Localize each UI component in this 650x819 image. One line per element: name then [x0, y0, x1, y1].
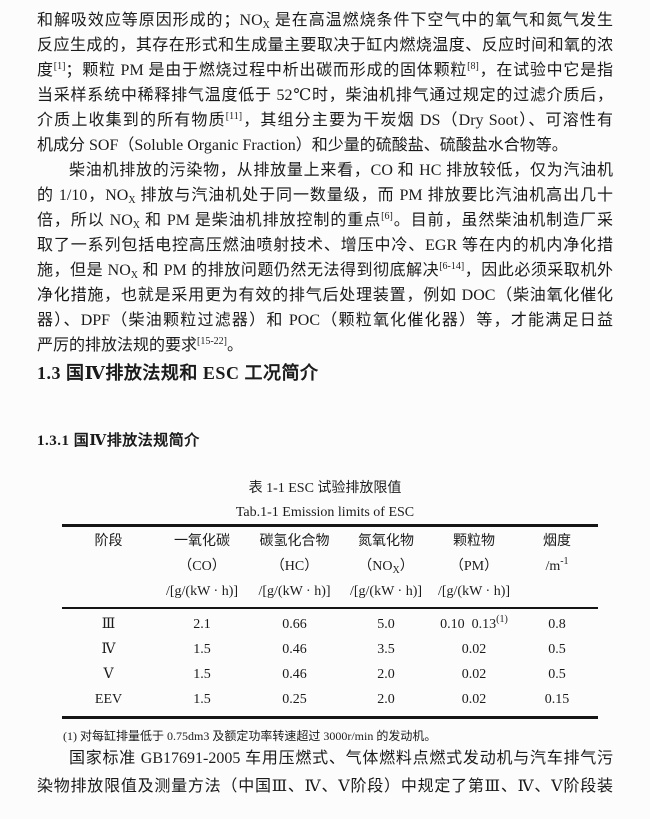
subscript: X: [262, 20, 270, 31]
table-row: Ⅴ 1.5 0.46 2.0 0.02 0.5: [62, 662, 598, 687]
text-line: 净化措施，也就是采用更为有效的排气后处理装置，例如 DOC（柴油氧化催化: [37, 287, 613, 304]
emission-limits-table: 阶段 一氧化碳 （CO） /[g/(kW · h)] 碳氢化合物 （HC） /[g/(kW …: [62, 524, 598, 719]
table-cell: 1.5: [193, 642, 211, 657]
table-header-line: [516, 579, 598, 604]
superscript: (1): [496, 614, 508, 625]
superscript: -1: [560, 556, 569, 567]
table-header-line: /m-1: [545, 556, 569, 575]
table-header-cell: 氮氧化物 （NOX） /[g/(kW · h)]: [340, 529, 432, 604]
table-cell: 5.0: [377, 617, 395, 632]
text-line: 和解吸效应等原因形成的；NOX 是在高温燃烧条件下空气中的氧气和氮气发生: [37, 12, 613, 31]
table-cell: Ⅴ: [103, 667, 114, 682]
table-cell: 0.46: [282, 642, 307, 657]
text-line: 施，但是 NOX 和 PM 的排放问题仍然无法得到彻底解决[6-14]，因此必须…: [37, 261, 613, 281]
page-content: 和解吸效应等原因形成的；NOX 是在高温燃烧条件下空气中的氧气和氮气发生 反应生成…: [37, 8, 613, 801]
table-header-line: （PM）: [449, 559, 499, 574]
text-line: 器）、DPF（柴油颗粒过滤器）和 POC（颗粒氧化催化器）等，才能满足日益: [37, 312, 613, 329]
text-line: 当采样系统中稀释排气温度低于 52℃时，柴油机排气通过规定的过滤介质后，: [37, 87, 613, 104]
table-cell: 0.02: [461, 642, 487, 657]
superscript: [1]: [53, 61, 66, 72]
text-line: 机成分 SOF（Soluble Organic Fraction）和少量的硫酸盐…: [37, 137, 568, 154]
table-caption-en: Tab.1-1 Emission limits of ESC: [235, 505, 415, 520]
table-cell: 0.25: [282, 692, 307, 707]
text-line: 取了一系列包括电控高压燃油喷射技术、增压中冷、EGR 等在内的机内净化措: [37, 237, 613, 254]
text-line: 度[1]；颗粒 PM 是由于燃烧过程中析出碳而形成的固体颗粒[8]，在试验中它是…: [37, 61, 613, 80]
text-line: 倍，所以 NOX 和 PM 是柴油机排放控制的重点[6]。目前，虽然柴油机制造厂…: [37, 211, 613, 231]
paragraph-3: 国家标准 GB17691-2005 车用压燃式、气体燃料点燃式发动机与汽车排气污…: [37, 745, 613, 801]
text-line: 柴油机排放的污染物，从排放量上来看，CO 和 HC 排放较低，仅为汽油机: [69, 162, 613, 179]
table-header-line: /[g/(kW · h)]: [349, 584, 423, 599]
subsection-heading: 1.3.1 国Ⅳ排放法规简介: [37, 433, 200, 449]
table-cell: 2.0: [377, 667, 395, 682]
table-header: 阶段 一氧化碳 （CO） /[g/(kW · h)] 碳氢化合物 （HC） /[g/(kW …: [62, 527, 598, 609]
table-cell: 2.0: [377, 692, 395, 707]
text-line: 国家标准 GB17691-2005 车用压燃式、气体燃料点燃式发动机与汽车排气污: [69, 750, 613, 767]
table-cell: 0.15: [544, 692, 570, 707]
table-header-line: /[g/(kW · h)]: [437, 584, 511, 599]
subscript: X: [392, 565, 400, 576]
paragraph-2: 柴油机排放的污染物，从排放量上来看，CO 和 HC 排放较低，仅为汽油机的 1/…: [37, 158, 613, 358]
table-header-line: [62, 554, 155, 579]
table-header-line: /[g/(kW · h)]: [258, 584, 331, 599]
table-cell: 0.8: [548, 617, 566, 632]
superscript: [11]: [225, 111, 243, 122]
table-header-line: 氮氧化物: [358, 534, 414, 549]
table-header-line: （CO）: [178, 559, 226, 574]
table-header-cell: 一氧化碳 （CO） /[g/(kW · h)]: [155, 529, 249, 604]
table-cell: 0.02: [461, 692, 487, 707]
text-line: 反应生成的，其存在形式和生成量主要取决于缸内燃烧温度、反应时间和氧的浓: [37, 37, 613, 54]
table-cell: 1.5: [193, 692, 211, 707]
table-header-cell: 烟度/m-1: [516, 529, 598, 604]
table-header-line: 烟度: [543, 534, 571, 549]
table-header-line: （HC）: [270, 559, 319, 574]
table-header-cell: 颗粒物 （PM） /[g/(kW · h)]: [432, 529, 516, 604]
table-cell: Ⅲ: [101, 617, 116, 632]
table-cell: 0.46: [282, 667, 307, 682]
table-cell: 3.5: [377, 642, 395, 657]
table-header-line: /[g/(kW · h)]: [165, 584, 239, 599]
table-header-line: 颗粒物: [453, 534, 495, 549]
superscript: [6]: [381, 211, 393, 222]
text-line: 介质上收集到的所有物质[11]，其组分主要为干炭烟 DS（Dry Soot）、可…: [37, 111, 613, 130]
table-header-cell: 阶段: [62, 529, 155, 604]
table-cell: 0.02: [461, 667, 487, 682]
subscript: X: [130, 270, 138, 281]
table-caption-zh: 表 1-1 ESC 试验排放限值: [248, 481, 402, 496]
table-header-line: （NOX）: [358, 559, 414, 576]
superscript: [6-14]: [439, 261, 465, 272]
table-header-line: 一氧化碳: [174, 534, 230, 549]
section-heading: 1.3 国Ⅳ排放法规和 ESC 工况简介: [37, 363, 319, 383]
table-cell: 1.5: [193, 667, 211, 682]
subscript: X: [128, 195, 136, 206]
text-line: 染物排放限值及测量方法（中国Ⅲ、Ⅳ、Ⅴ阶段）中规定了第Ⅲ、Ⅳ、Ⅴ阶段装: [37, 778, 613, 795]
table-cell: EEV: [94, 692, 123, 707]
table-row: Ⅲ 2.1 0.66 5.0 0.10 0.13(1) 0.8: [62, 612, 598, 637]
table-cell: 0.5: [548, 642, 566, 657]
superscript: [8]: [467, 61, 479, 72]
table-row: Ⅳ 1.5 0.46 3.5 0.02 0.5: [62, 637, 598, 662]
table-cell: 0.66: [282, 617, 307, 632]
table-header-line: [62, 579, 155, 604]
table-header-cell: 碳氢化合物 （HC） /[g/(kW · h)]: [249, 529, 340, 604]
paragraph-1: 和解吸效应等原因形成的；NOX 是在高温燃烧条件下空气中的氧气和氮气发生 反应生成…: [37, 8, 613, 158]
table-header-line: 阶段: [94, 534, 123, 549]
table-footnote: (1) 对每缸排量低于 0.75dm3 及额定功率转速超过 3000r/min …: [63, 729, 437, 743]
table-cell: 0.10 0.13(1): [440, 614, 508, 633]
superscript: [15-22]: [197, 336, 228, 347]
table-row: EEV 1.5 0.25 2.0 0.02 0.15: [62, 687, 598, 712]
table-body: Ⅲ 2.1 0.66 5.0 0.10 0.13(1) 0.8 Ⅳ 1.5 0.46 3.5 0.0…: [62, 609, 598, 716]
table-header-line: 碳氢化合物: [259, 534, 330, 549]
table-cell: 0.5: [548, 667, 566, 682]
text-line: 严厉的排放法规的要求[15-22]。: [37, 336, 244, 355]
table-cell: Ⅳ: [101, 642, 116, 657]
table-cell: 2.1: [193, 617, 211, 632]
subscript: X: [132, 220, 141, 231]
text-line: 的 1/10，NOX 排放与汽油机处于同一数量级，而 PM 排放要比汽油机高出几…: [37, 187, 613, 206]
